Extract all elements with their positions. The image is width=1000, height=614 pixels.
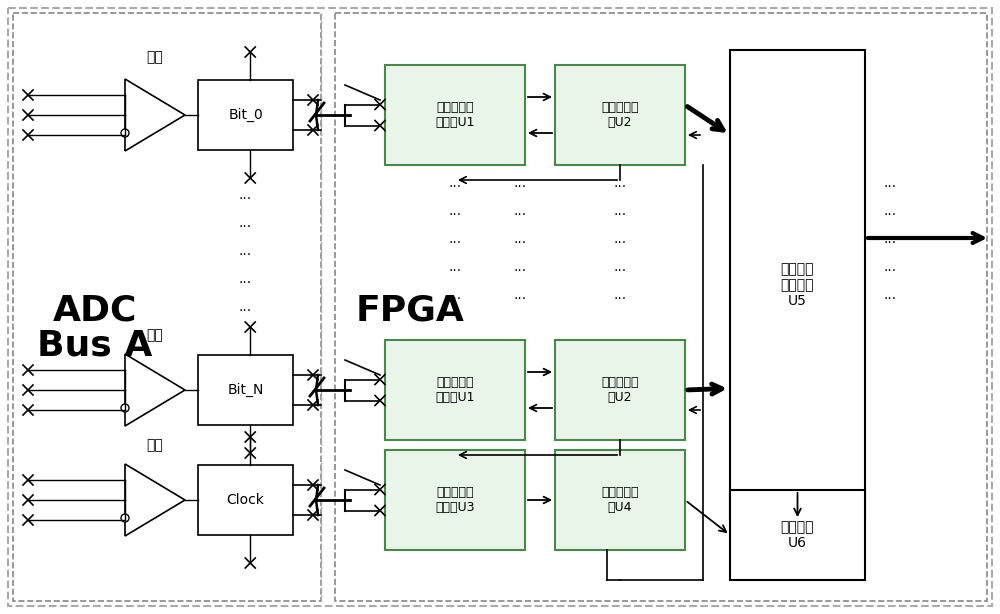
Bar (730, 490, 865, 580)
Circle shape (121, 514, 129, 522)
Text: ...: ... (883, 232, 897, 246)
Text: 数据降速单
元U2: 数据降速单 元U2 (601, 101, 639, 129)
Text: 差分: 差分 (147, 50, 163, 64)
Text: Bit_0: Bit_0 (228, 108, 263, 122)
Text: Bus A: Bus A (37, 328, 153, 362)
Text: 时钗接收延
时单元U3: 时钗接收延 时单元U3 (435, 486, 475, 514)
Text: ...: ... (613, 176, 627, 190)
Bar (335, 13, 987, 601)
Circle shape (121, 129, 129, 137)
Text: 差分: 差分 (147, 328, 163, 342)
Text: ...: ... (448, 176, 462, 190)
Bar (385, 65, 525, 165)
Text: ...: ... (513, 232, 527, 246)
Text: 差分: 差分 (147, 438, 163, 452)
Bar (198, 80, 293, 150)
Text: ...: ... (448, 204, 462, 218)
Bar (730, 50, 865, 520)
Text: ...: ... (883, 176, 897, 190)
Bar (198, 465, 293, 535)
Text: 数据降速单
元U2: 数据降速单 元U2 (601, 376, 639, 404)
Text: ...: ... (513, 288, 527, 302)
Text: ...: ... (238, 244, 252, 258)
Bar (385, 340, 525, 440)
Text: ...: ... (883, 260, 897, 274)
Text: ...: ... (613, 232, 627, 246)
Bar (13, 13, 321, 601)
Bar (555, 450, 685, 550)
Text: 数据接收延
时单元U1: 数据接收延 时单元U1 (435, 376, 475, 404)
Polygon shape (125, 464, 185, 536)
Polygon shape (125, 79, 185, 151)
Polygon shape (125, 354, 185, 426)
Text: ...: ... (613, 260, 627, 274)
Text: ...: ... (238, 188, 252, 202)
Text: 数据组合
存储单元
U5: 数据组合 存储单元 U5 (781, 262, 814, 308)
Text: FPGA: FPGA (356, 293, 464, 327)
Text: Bit_N: Bit_N (227, 383, 264, 397)
Text: ADC: ADC (53, 293, 137, 327)
Text: ...: ... (883, 204, 897, 218)
Text: ...: ... (513, 260, 527, 274)
Text: Clock: Clock (227, 493, 264, 507)
Text: ...: ... (238, 300, 252, 314)
Text: 数据接收延
时单元U1: 数据接收延 时单元U1 (435, 101, 475, 129)
Text: ...: ... (613, 204, 627, 218)
Text: ...: ... (238, 272, 252, 286)
Circle shape (121, 404, 129, 412)
Text: ...: ... (448, 232, 462, 246)
Bar (198, 355, 293, 425)
Text: ...: ... (448, 288, 462, 302)
Text: 时钗处理单
元U4: 时钗处理单 元U4 (601, 486, 639, 514)
Text: ...: ... (238, 216, 252, 230)
Text: ...: ... (883, 288, 897, 302)
Text: ...: ... (513, 176, 527, 190)
Bar (385, 450, 525, 550)
Bar (555, 340, 685, 440)
Text: ...: ... (613, 288, 627, 302)
Text: ...: ... (448, 260, 462, 274)
Text: 控制单元
U6: 控制单元 U6 (781, 520, 814, 550)
Text: ...: ... (513, 204, 527, 218)
Bar (555, 65, 685, 165)
